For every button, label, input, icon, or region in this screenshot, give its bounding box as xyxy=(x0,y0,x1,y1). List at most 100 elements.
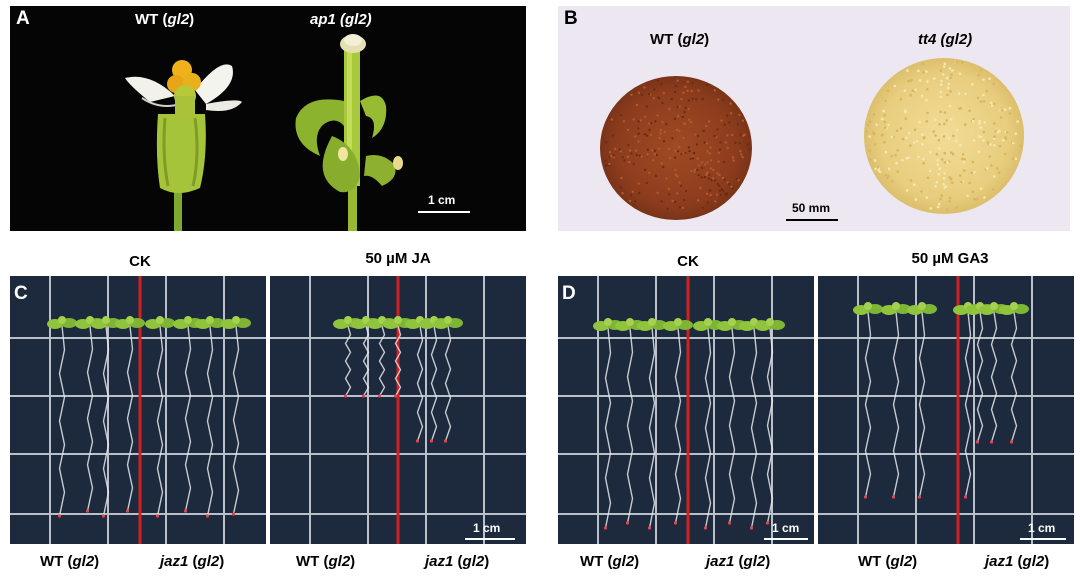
ap1-flower xyxy=(295,34,403,231)
shoot-apex xyxy=(648,318,656,326)
shoot-apex xyxy=(604,318,612,326)
root-tip xyxy=(989,440,994,444)
seedling-root xyxy=(378,325,386,397)
seedling-root xyxy=(206,325,214,517)
panel-c-header-ja: 50 µM JA xyxy=(365,250,431,267)
label-part: ap1 (gl2) xyxy=(310,11,372,28)
root-tip xyxy=(673,521,678,525)
label-part: ) xyxy=(219,553,225,570)
label-part: gl2 xyxy=(197,553,220,570)
label-part: ) xyxy=(1044,553,1050,570)
root-tip xyxy=(377,394,382,398)
label-part: jaz1 xyxy=(160,553,189,570)
shoot-apex xyxy=(1010,302,1018,310)
seedling-root xyxy=(990,311,998,443)
root-tip xyxy=(963,495,968,499)
seedling-root xyxy=(444,325,452,442)
panel-b-scale-text: 50 mm xyxy=(792,201,831,215)
shoot-apex xyxy=(102,316,110,324)
wt-flower xyxy=(125,60,242,231)
label-part: WT ( xyxy=(40,553,73,570)
panel-d-footer-jaz1-ga3: jaz1 (gl2) xyxy=(985,554,1049,569)
wt-seed-pile xyxy=(600,76,752,220)
label-part: WT ( xyxy=(296,553,329,570)
panel-d-header-ck: CK xyxy=(677,253,699,270)
panel-b-letter: B xyxy=(564,8,578,29)
root-tip xyxy=(1009,440,1014,444)
panel-a-label-wt: WT (gl2) xyxy=(135,12,194,27)
root-tip xyxy=(749,526,754,530)
label-part: WT ( xyxy=(650,31,683,48)
panel-a-scale-bar xyxy=(418,211,470,213)
shoot-apex xyxy=(344,316,352,324)
panel-d-header-ga3: 50 µM GA3 xyxy=(911,250,989,267)
shoot-apex xyxy=(232,316,240,324)
root-tip xyxy=(125,509,130,513)
label-part: ( xyxy=(1013,553,1023,570)
root-tip xyxy=(57,514,62,518)
panel-c-scale-bar xyxy=(465,538,515,540)
shoot-apex xyxy=(58,316,66,324)
seedling-root xyxy=(766,327,774,524)
shoot-apex xyxy=(918,302,926,310)
label-part: ) xyxy=(704,31,710,48)
shoot-apex xyxy=(184,316,192,324)
seedling-root xyxy=(750,327,758,529)
shoot-apex xyxy=(766,318,774,326)
label-part: gl2 xyxy=(1022,553,1045,570)
label-part: ( xyxy=(188,553,198,570)
seedling-root xyxy=(156,325,164,517)
panel-a-flowers: A WT (gl2) ap1 (gl2) 1 cm xyxy=(10,6,526,231)
shoot-apex xyxy=(674,318,682,326)
panel-c-plate-ja: 1 cm xyxy=(270,276,526,544)
root-tip xyxy=(361,394,366,398)
label-part: ) xyxy=(189,11,195,28)
panel-c-footer-jaz1-ck: jaz1 (gl2) xyxy=(160,554,224,569)
root-tip xyxy=(85,509,90,513)
root-tip xyxy=(443,439,448,443)
root-tip xyxy=(603,526,608,530)
label-part: ) xyxy=(634,553,640,570)
panel-d-plate-ga3: 1 cm xyxy=(818,276,1074,544)
seeds-photo xyxy=(600,58,1024,220)
root-tip xyxy=(393,394,398,398)
panel-b-seeds: B WT (gl2) tt4 (gl2) 50 mm xyxy=(558,6,1070,231)
seedling-root xyxy=(674,327,682,524)
seedling-root xyxy=(728,327,736,524)
root-tip xyxy=(205,514,210,518)
seedling-root xyxy=(184,325,192,512)
label-part: gl2 xyxy=(743,553,766,570)
label-part: WT ( xyxy=(580,553,613,570)
agar-plate xyxy=(558,276,814,544)
root-tip xyxy=(155,514,160,518)
label-part: WT ( xyxy=(858,553,891,570)
root-tip xyxy=(625,521,630,525)
label-part: ( xyxy=(734,553,744,570)
seedling-root xyxy=(430,325,438,442)
label-part: ( xyxy=(453,553,463,570)
panel-d-footer-wt-ga3: WT (gl2) xyxy=(858,554,917,569)
label-part: jaz1 xyxy=(425,553,454,570)
label-part: gl2 xyxy=(328,553,351,570)
label-part: tt4 (gl2) xyxy=(918,31,973,48)
panel-b-label-wt: WT (gl2) xyxy=(650,32,709,47)
root-tip xyxy=(647,526,652,530)
panel-b-scale-bar xyxy=(786,219,838,221)
seedling-root xyxy=(892,311,900,498)
panel-a-scale-text: 1 cm xyxy=(428,193,456,207)
label-part: gl2 xyxy=(462,553,485,570)
panel-a-letter: A xyxy=(16,8,30,29)
seedling-root xyxy=(604,327,612,529)
panel-c-footer-wt-ja: WT (gl2) xyxy=(296,554,355,569)
panel-d-letter: D xyxy=(562,283,576,304)
seedling-root xyxy=(86,325,94,512)
seedling-root xyxy=(416,325,424,442)
root-tip xyxy=(183,509,188,513)
label-part: gl2 xyxy=(890,553,913,570)
root-tip xyxy=(917,495,922,499)
label-part: gl2 xyxy=(72,553,95,570)
panel-b-label-tt4: tt4 (gl2) xyxy=(918,32,972,47)
root-tip xyxy=(727,521,732,525)
panel-c-header-ck: CK xyxy=(129,253,151,270)
panel-d-plate-ck: D 1 cm xyxy=(558,276,814,544)
